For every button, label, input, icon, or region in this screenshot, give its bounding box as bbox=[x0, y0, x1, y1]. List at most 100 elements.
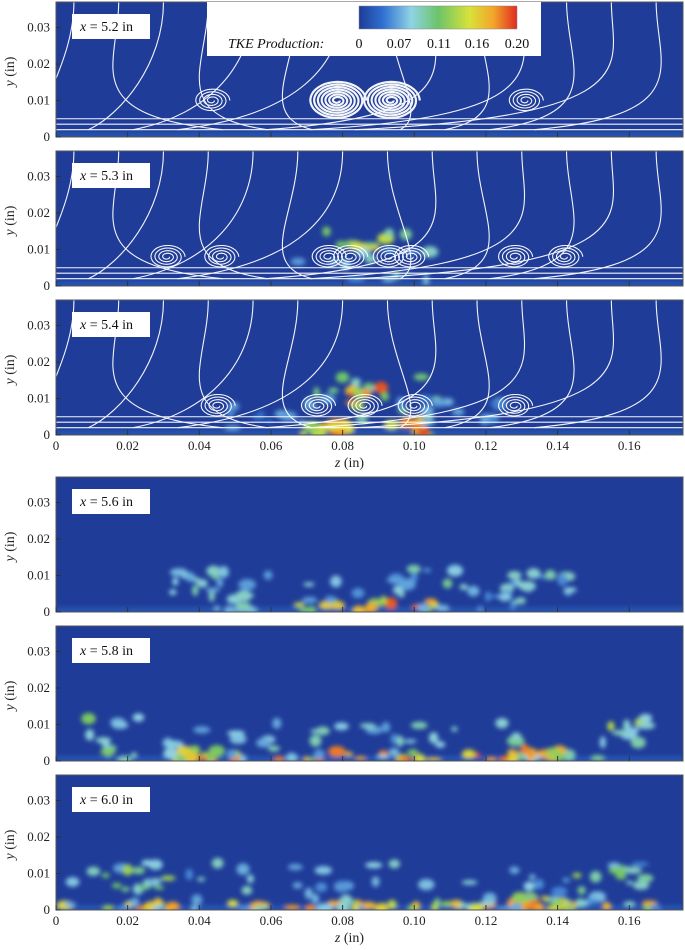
y-axis-title: y (in) bbox=[3, 56, 18, 88]
panel-label: x = 5.3 in bbox=[79, 169, 133, 184]
contour-blob bbox=[239, 753, 247, 761]
streamline bbox=[355, 2, 615, 131]
contour-blob bbox=[196, 579, 208, 588]
streamline bbox=[489, 2, 575, 131]
panel-label: x = 5.2 in bbox=[79, 20, 133, 35]
contour-blob bbox=[422, 274, 430, 286]
streamline bbox=[444, 151, 490, 280]
panel-label-box bbox=[72, 638, 150, 663]
y-tick-label: 0.03 bbox=[27, 793, 50, 808]
contour-blob bbox=[624, 866, 642, 874]
contour-blob bbox=[303, 582, 315, 587]
contour-blob bbox=[191, 894, 203, 906]
contour-blob bbox=[544, 569, 556, 581]
contour-blob bbox=[299, 430, 307, 435]
x-tick-label: 0.16 bbox=[618, 913, 641, 928]
panel-label-box bbox=[72, 163, 150, 188]
streamline bbox=[489, 300, 575, 429]
contour-blob bbox=[374, 903, 389, 910]
y-tick-label: 0.02 bbox=[27, 205, 50, 220]
contour-blob bbox=[357, 905, 366, 910]
x-tick-label: 0.10 bbox=[403, 913, 426, 928]
contour-blob bbox=[241, 885, 253, 895]
panel-frame bbox=[55, 625, 684, 762]
contour-blob bbox=[403, 739, 417, 744]
contour-blob bbox=[293, 602, 305, 608]
contour-blob bbox=[590, 754, 605, 761]
contour-blob bbox=[351, 587, 365, 599]
contour-blob bbox=[387, 899, 397, 910]
contour-blob bbox=[482, 892, 497, 904]
contour-blob bbox=[572, 872, 582, 879]
contour-blob bbox=[376, 754, 390, 759]
x-tick-label: 0.04 bbox=[188, 913, 211, 928]
contour-blob bbox=[417, 428, 430, 435]
contour-field bbox=[56, 151, 683, 286]
contour-blob bbox=[328, 746, 346, 758]
contour-blob bbox=[461, 880, 478, 885]
contour-blob bbox=[85, 729, 95, 741]
y-tick-label: 0.03 bbox=[27, 318, 50, 333]
contour-blob bbox=[263, 570, 273, 580]
contour-blob bbox=[227, 899, 239, 907]
contour-blob bbox=[304, 399, 314, 406]
contour-blob bbox=[169, 589, 177, 596]
contour-blob bbox=[305, 904, 316, 910]
streamline bbox=[444, 300, 490, 429]
contour-blob bbox=[431, 399, 447, 407]
contour-blob bbox=[435, 741, 446, 748]
contour-blob bbox=[398, 591, 405, 598]
streamline bbox=[310, 151, 526, 280]
contour-blob bbox=[257, 410, 265, 416]
contour-blob bbox=[251, 415, 266, 421]
contour-blob bbox=[551, 886, 568, 897]
x-tick-label: 0.08 bbox=[331, 913, 354, 928]
contour-blob bbox=[101, 740, 110, 747]
y-axis-title: y (in) bbox=[3, 829, 18, 861]
panel-label: x = 5.4 in bbox=[79, 318, 133, 333]
contour-blob bbox=[102, 905, 114, 910]
contour-blob bbox=[246, 874, 254, 884]
contour-blob bbox=[152, 905, 164, 910]
contour-blob bbox=[388, 747, 400, 757]
vortex-streamline bbox=[195, 88, 231, 112]
contour-blob bbox=[359, 723, 376, 729]
contour-blob bbox=[273, 756, 285, 761]
colorbar-gradient bbox=[358, 5, 518, 30]
contour-blob bbox=[386, 577, 404, 584]
contour-blob bbox=[208, 745, 225, 757]
contour-blob bbox=[623, 901, 636, 907]
y-tick-label: 0.01 bbox=[27, 717, 50, 732]
contour-blob bbox=[364, 602, 380, 608]
contour-blob bbox=[86, 866, 101, 876]
streamline bbox=[489, 151, 575, 280]
colorbar-tick-label: 0.07 bbox=[387, 37, 412, 52]
contour-blob bbox=[185, 868, 194, 881]
contour-blob bbox=[417, 603, 429, 612]
y-tick-label: 0.02 bbox=[27, 531, 50, 546]
contour-blob bbox=[154, 885, 165, 890]
contour-blob bbox=[117, 755, 133, 761]
contour-blob bbox=[111, 721, 129, 729]
contour-blob bbox=[467, 585, 480, 597]
contour-blob bbox=[63, 901, 77, 907]
streamline bbox=[534, 151, 662, 280]
contour-blob bbox=[509, 580, 516, 587]
contour-blob bbox=[511, 891, 528, 903]
contour-blob bbox=[141, 859, 154, 867]
x-tick-label: 0.02 bbox=[116, 913, 139, 928]
colorbar-tick-label: 0.20 bbox=[505, 37, 530, 52]
contour-blob bbox=[570, 902, 578, 908]
contour-blob bbox=[313, 749, 325, 760]
contour-blob bbox=[431, 901, 438, 910]
x-tick-label: 0 bbox=[53, 913, 60, 928]
contour-blob bbox=[577, 886, 586, 895]
contour-blob bbox=[562, 877, 571, 883]
contour-blob bbox=[363, 382, 375, 390]
streamline bbox=[265, 300, 437, 429]
contour-blob bbox=[311, 893, 320, 905]
contour-blob bbox=[335, 371, 350, 383]
contour-blob bbox=[442, 578, 453, 589]
y-tick-label: 0 bbox=[44, 902, 51, 917]
contour-blob bbox=[511, 732, 522, 740]
